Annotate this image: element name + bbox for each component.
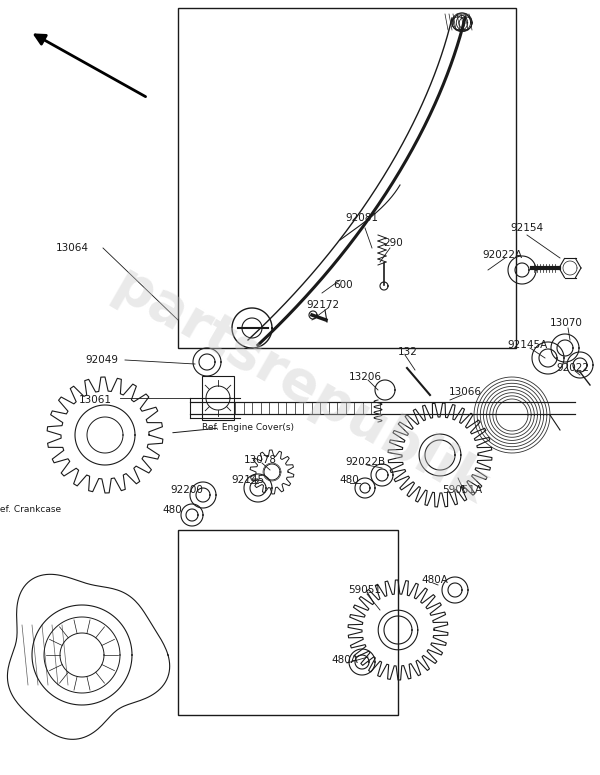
Bar — [202, 376, 234, 420]
Text: 92145A: 92145A — [508, 340, 548, 350]
Polygon shape — [532, 342, 564, 374]
Polygon shape — [442, 577, 468, 603]
Polygon shape — [250, 450, 294, 494]
Polygon shape — [551, 334, 579, 362]
Text: 13066: 13066 — [449, 387, 482, 397]
Text: 92172: 92172 — [307, 300, 340, 310]
Text: Ref. Engine Cover(s): Ref. Engine Cover(s) — [202, 423, 294, 432]
Text: 59051A: 59051A — [442, 485, 482, 495]
Text: partsrepublik: partsrepublik — [103, 258, 497, 517]
Polygon shape — [371, 464, 393, 486]
Text: 59051: 59051 — [349, 585, 382, 595]
Polygon shape — [425, 440, 455, 470]
Bar — [178, 8, 516, 348]
Polygon shape — [81, 411, 129, 460]
Text: 92081: 92081 — [346, 213, 379, 223]
Polygon shape — [309, 311, 317, 319]
Polygon shape — [375, 380, 395, 400]
Text: 13206: 13206 — [349, 372, 382, 382]
Text: 13070: 13070 — [550, 318, 583, 328]
Polygon shape — [47, 377, 163, 493]
Polygon shape — [567, 352, 593, 378]
Polygon shape — [75, 405, 135, 465]
Text: 290: 290 — [383, 238, 403, 248]
Polygon shape — [32, 605, 132, 705]
Text: 132: 132 — [398, 347, 418, 357]
Text: 92200: 92200 — [170, 485, 203, 495]
Text: 480A: 480A — [332, 655, 358, 665]
Text: 92022: 92022 — [557, 363, 589, 373]
Text: 92049: 92049 — [86, 355, 119, 365]
Polygon shape — [263, 463, 281, 480]
Polygon shape — [181, 504, 203, 526]
Polygon shape — [348, 580, 448, 680]
Polygon shape — [419, 434, 461, 476]
Polygon shape — [508, 256, 536, 284]
Text: 600: 600 — [333, 280, 353, 290]
Text: 92154: 92154 — [511, 223, 544, 233]
Bar — [178, 530, 398, 715]
Text: 13078: 13078 — [244, 455, 277, 465]
Text: 92022A: 92022A — [482, 250, 522, 260]
Polygon shape — [190, 482, 216, 508]
Polygon shape — [378, 610, 418, 649]
Text: Ref. Crankcase: Ref. Crankcase — [0, 505, 62, 515]
Text: 480: 480 — [339, 475, 359, 485]
Polygon shape — [232, 308, 272, 348]
Text: 480A: 480A — [422, 575, 448, 585]
Polygon shape — [380, 282, 388, 290]
Text: 13064: 13064 — [56, 243, 89, 253]
Polygon shape — [244, 474, 272, 502]
Text: 92022B: 92022B — [345, 457, 385, 467]
Text: 92145: 92145 — [232, 475, 265, 485]
Polygon shape — [349, 649, 375, 675]
Polygon shape — [193, 348, 221, 376]
Polygon shape — [384, 616, 412, 644]
Polygon shape — [264, 464, 280, 480]
Text: 480: 480 — [162, 505, 182, 515]
Polygon shape — [388, 403, 492, 507]
Polygon shape — [355, 478, 375, 498]
Text: 13061: 13061 — [79, 395, 112, 405]
